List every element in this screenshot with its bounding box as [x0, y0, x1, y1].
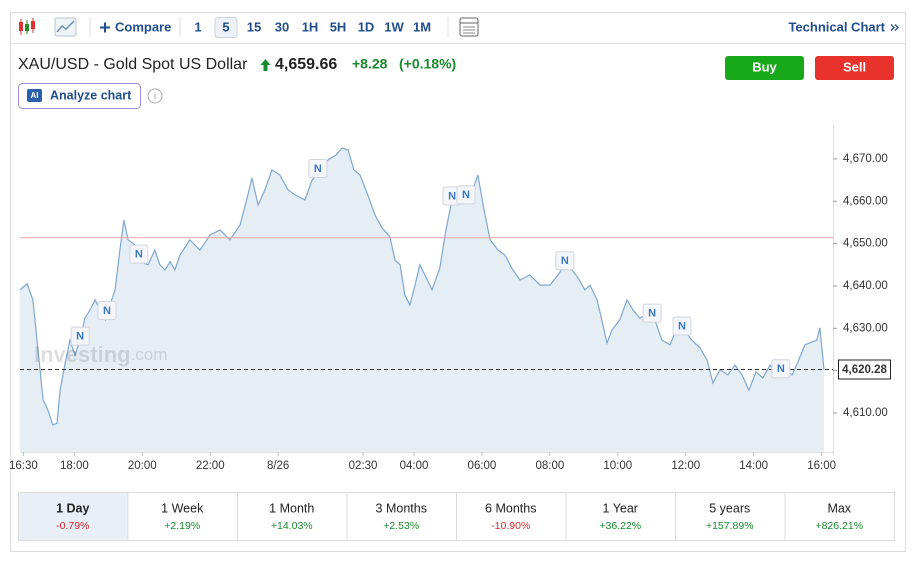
period-label[interactable]: 6 Months — [485, 501, 536, 515]
change: +8.28 — [352, 56, 388, 72]
news-marker-label[interactable]: N — [561, 255, 569, 267]
news-marker-label[interactable]: N — [462, 189, 470, 201]
period-change[interactable]: +157.89% — [706, 520, 754, 532]
interval-button[interactable]: 5H — [330, 19, 347, 34]
buy-label[interactable]: Buy — [752, 59, 777, 74]
news-marker-label[interactable]: N — [76, 331, 84, 343]
watermark-suffix: .com — [131, 345, 168, 364]
news-marker-label[interactable]: N — [135, 249, 143, 261]
x-tick-label: 18:00 — [60, 460, 89, 472]
watermark: Investing.com — [34, 342, 167, 367]
period-change[interactable]: +36.22% — [599, 520, 641, 532]
news-marker-label[interactable]: N — [678, 320, 686, 332]
period-change[interactable]: -10.90% — [491, 520, 530, 532]
x-tick-label: 06:00 — [468, 460, 497, 472]
y-tick-label: 4,650.00 — [843, 238, 888, 250]
period-change[interactable]: +14.03% — [271, 520, 313, 532]
sell-label[interactable]: Sell — [843, 59, 866, 74]
news-marker-label[interactable]: N — [777, 363, 785, 375]
period-label[interactable]: 1 Year — [603, 501, 638, 515]
interval-button[interactable]: 1W — [384, 19, 404, 34]
plus-icon — [100, 22, 110, 33]
interval-button[interactable]: 1 — [194, 19, 201, 34]
symbol-title: XAU/USD - Gold Spot US Dollar — [18, 56, 248, 73]
news-marker[interactable] — [672, 316, 692, 336]
analyze-label[interactable]: Analyze chart — [50, 88, 132, 102]
info-icon-glyph: i — [154, 91, 156, 101]
period-label[interactable]: 3 Months — [376, 501, 427, 515]
y-tick-label: 4,610.00 — [843, 407, 888, 419]
up-arrow — [260, 59, 271, 71]
x-tick-label: 04:00 — [400, 460, 429, 472]
change-percent: (+0.18%) — [399, 56, 456, 72]
interval-button[interactable]: 1M — [413, 19, 431, 34]
analyze-button[interactable] — [18, 83, 141, 109]
ai-badge-text: AI — [31, 91, 39, 100]
period-change[interactable]: -0.79% — [56, 520, 89, 532]
x-tick-label: 22:00 — [196, 460, 225, 472]
active-period — [19, 493, 128, 540]
news-marker[interactable] — [129, 244, 149, 264]
compare-button[interactable]: Compare — [115, 19, 171, 34]
x-tick-label: 14:00 — [739, 460, 768, 472]
news-marker[interactable] — [771, 359, 791, 379]
last-price-label: 4,620.28 — [842, 364, 887, 376]
buy-button[interactable] — [725, 56, 804, 80]
area-icon[interactable] — [54, 17, 77, 37]
last-price-badge — [838, 359, 891, 380]
news-marker[interactable] — [555, 251, 575, 271]
period-label[interactable]: 1 Week — [161, 501, 204, 515]
active-interval-box — [214, 17, 238, 38]
x-tick-label: 08:00 — [535, 460, 564, 472]
interval-button[interactable]: 1H — [302, 19, 319, 34]
x-tick-label: 02:30 — [349, 460, 378, 472]
news-marker[interactable] — [308, 159, 328, 179]
x-tick-label: 8/26 — [267, 460, 289, 472]
news-marker-label[interactable]: N — [103, 305, 111, 317]
news-marker[interactable] — [70, 326, 90, 346]
period-label[interactable]: 5 years — [709, 501, 750, 515]
x-tick-label: 20:00 — [128, 460, 157, 472]
period-change[interactable]: +2.19% — [164, 520, 200, 532]
chevron-icon — [890, 24, 899, 31]
news-marker[interactable] — [642, 303, 662, 323]
sell-button[interactable] — [815, 56, 894, 80]
news-marker-label[interactable]: N — [648, 308, 656, 320]
y-tick-label: 4,640.00 — [843, 280, 888, 292]
x-tick-label: 12:00 — [671, 460, 700, 472]
interval-button[interactable]: 30 — [275, 19, 289, 34]
period-label[interactable]: Max — [827, 501, 851, 515]
interval-button[interactable]: 1D — [358, 19, 375, 34]
period-label[interactable]: 1 Month — [269, 501, 314, 515]
period-change[interactable]: +826.21% — [815, 520, 863, 532]
watermark-brand: Investing — [34, 342, 131, 367]
period-change[interactable]: +2.53% — [383, 520, 419, 532]
news-marker-label[interactable]: N — [448, 190, 456, 202]
news-marker[interactable] — [456, 185, 476, 205]
price: 4,659.66 — [275, 56, 337, 73]
news-marker[interactable] — [97, 301, 117, 321]
x-tick-label: 10:00 — [603, 460, 632, 472]
y-tick-label: 4,670.00 — [843, 153, 888, 165]
technical-chart-link[interactable]: Technical Chart — [788, 19, 885, 34]
area-fill — [20, 147, 824, 452]
candle-icon[interactable] — [19, 18, 35, 35]
period-label[interactable]: 1 Day — [56, 501, 89, 515]
y-tick-label: 4,630.00 — [843, 322, 888, 334]
interval-button[interactable]: 15 — [247, 19, 261, 34]
chart: 4,610.004,620.004,630.004,640.004,650.00… — [9, 125, 891, 472]
x-tick-label: 16:30 — [9, 460, 38, 472]
news-marker-label[interactable]: N — [314, 163, 322, 175]
layout-icon[interactable] — [459, 17, 479, 37]
y-tick-label: 4,660.00 — [843, 195, 888, 207]
x-tick-label: 16:00 — [807, 460, 836, 472]
interval-button[interactable]: 5 — [222, 19, 229, 34]
ai-badge — [27, 89, 42, 102]
info-icon[interactable] — [147, 88, 163, 104]
